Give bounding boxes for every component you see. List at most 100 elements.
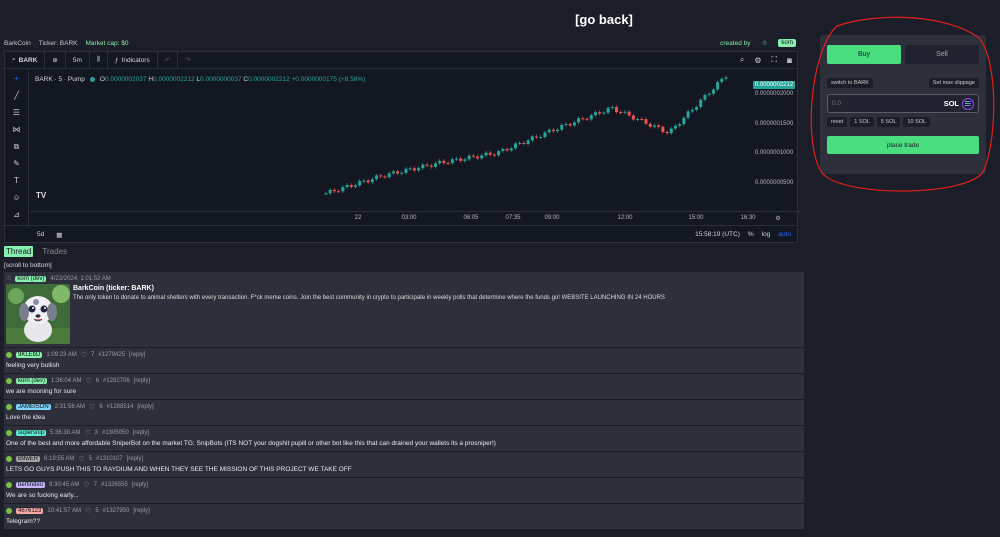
post-user[interactable]: B9wER [16, 456, 41, 462]
auto-toggle[interactable]: auto [778, 231, 791, 238]
creator-link[interactable]: korn [778, 39, 796, 47]
candle-body [383, 176, 387, 178]
trendline-icon[interactable]: ╱ [14, 91, 19, 100]
candle-body [505, 148, 509, 151]
brush-icon[interactable]: ✎ [13, 159, 20, 168]
candle-body [678, 124, 682, 126]
candle-body [703, 94, 707, 100]
post-id: #1310107 [96, 456, 123, 462]
log-toggle[interactable]: log [761, 231, 771, 238]
preset-5-sol[interactable]: 5 SOL [876, 117, 901, 127]
original-post: ☃ korn (dev) 4/22/2024, 1:01:52 AM BarkC… [4, 272, 804, 347]
reply-link[interactable]: [reply] [133, 508, 150, 514]
scroll-to-bottom-link[interactable]: [scroll to bottom] [4, 262, 52, 269]
interval-button[interactable]: 5m [66, 52, 90, 68]
fullscreen-icon[interactable]: ⛶ [771, 55, 778, 64]
clock: 15:58:19 (UTC) [695, 231, 740, 238]
post-user[interactable]: 4676123 [16, 508, 44, 514]
preset-1-sol[interactable]: 1 SOL [850, 117, 874, 127]
place-trade-button[interactable]: place trade [827, 136, 979, 154]
search-icon: ⌕ [12, 56, 16, 63]
settings-icon[interactable]: ⚙ [754, 55, 762, 65]
post-id: #1326555 [101, 482, 128, 488]
heart-icon[interactable]: ♡ [89, 404, 96, 411]
post-time: 10:41:57 AM [47, 508, 82, 514]
chart-bottom-bar: 5d ▦ 15:58:19 (UTC) % log auto [5, 225, 797, 243]
sell-tab[interactable]: Sell [905, 45, 979, 64]
reply-link[interactable]: [reply] [132, 430, 150, 436]
reply-link[interactable]: [reply] [126, 456, 144, 462]
calendar-icon[interactable]: ▦ [56, 231, 63, 239]
candle-body [669, 128, 673, 134]
post-user[interactable]: supersnip [16, 430, 47, 436]
undo-button[interactable]: ↶ [158, 52, 179, 68]
price-tick: 0.0000001000 [754, 150, 794, 156]
candle-body [640, 119, 644, 121]
fib-icon[interactable]: ☰ [12, 108, 21, 117]
candle-plot[interactable] [30, 69, 750, 211]
percent-toggle[interactable]: % [747, 231, 754, 238]
avatar-icon [6, 456, 12, 462]
heart-icon[interactable]: ♡ [80, 352, 87, 359]
candle-body [358, 180, 362, 186]
symbol-search[interactable]: ⌕ BARK [5, 52, 46, 68]
post-user[interactable]: JAMEISON [16, 404, 51, 410]
amount-input[interactable] [832, 100, 944, 107]
heart-icon[interactable]: ♡ [83, 482, 90, 489]
preset-reset[interactable]: reset [827, 117, 848, 127]
time-tick: 03:00 [401, 215, 417, 221]
switch-token-button[interactable]: switch to BARK [827, 78, 873, 88]
crosshair-icon[interactable]: + [14, 74, 19, 83]
post-header: 4676123 10:41:57 AM ♡ 5 #1327950 [reply] [6, 507, 802, 515]
post-user[interactable]: 9KLEbD [16, 352, 43, 358]
zoom-icon[interactable]: ⌕ [739, 55, 745, 64]
camera-icon[interactable]: ◙ [787, 55, 792, 65]
time-tick: 15:00 [688, 215, 704, 221]
buy-tab[interactable]: Buy [827, 45, 901, 64]
measure-icon[interactable]: ⧉ [13, 141, 20, 151]
candle-body [324, 193, 328, 195]
range-button[interactable]: 5d [37, 230, 45, 238]
plus-circle-icon: ⊕ [52, 57, 58, 64]
indicators-button[interactable]: ƒ Indicators [108, 52, 158, 68]
time-settings-icon[interactable]: ⚙ [775, 216, 781, 222]
reply-link[interactable]: [reply] [133, 378, 151, 384]
post-user[interactable]: bertindeo [16, 482, 46, 488]
candle-body [535, 136, 539, 138]
ruler-icon[interactable]: ⊿ [13, 210, 20, 219]
post-user[interactable]: korn (dev) [16, 378, 48, 384]
reply-link[interactable]: [reply] [137, 404, 154, 410]
candle-body [370, 179, 374, 183]
preset-10-sol[interactable]: 10 SOL [903, 117, 931, 127]
heart-icon[interactable]: ♡ [78, 456, 85, 463]
post-time: 6:19:55 AM [44, 456, 75, 462]
price-chart[interactable]: ⌕ BARK ⊕ 5m ⫼ ƒ Indicators ↶ ↷ ⌕ ⚙ ⛶ ◙ +… [4, 51, 800, 243]
candle-type-button[interactable]: ⫼ [90, 52, 108, 68]
post-time: 9:30:45 AM [49, 482, 80, 488]
redo-button[interactable]: ↷ [185, 57, 191, 64]
heart-icon[interactable]: ♡ [84, 430, 91, 437]
text-icon[interactable]: T [14, 176, 19, 185]
time-tick: 22 [354, 215, 362, 221]
post-header: B9wER 6:19:55 AM ♡ 5 #1310107 [reply] [6, 455, 802, 463]
reply-link[interactable]: [reply] [129, 352, 146, 358]
post-id: #1288514 [106, 404, 134, 410]
time-tick: 06:05 [463, 215, 479, 221]
chart-toolbar: ⌕ BARK ⊕ 5m ⫼ ƒ Indicators ↶ ↷ ⌕ ⚙ ⛶ ◙ [5, 52, 797, 69]
ohlc-values: O0.0000002037 H0.0000002212 L0.000000003… [99, 76, 366, 83]
heart-icon[interactable]: ♡ [85, 378, 92, 385]
slippage-button[interactable]: Set max slippage [928, 78, 979, 88]
compare-button[interactable]: ⊕ [45, 52, 66, 68]
post-user[interactable]: korn (dev) [15, 275, 47, 282]
heart-icon[interactable]: ♡ [85, 508, 92, 515]
thread-post: supersnip 5:36:38 AM ♡ 3 #1305050 [reply] One … [4, 426, 804, 451]
go-back-link[interactable]: [go back] [575, 12, 633, 27]
pattern-icon[interactable]: ⋈ [12, 125, 21, 134]
thread-tabs: Thread Trades [4, 246, 69, 257]
candle-body [345, 185, 349, 187]
tab-thread[interactable]: Thread [4, 246, 34, 257]
reply-link[interactable]: [reply] [131, 482, 149, 488]
emoji-icon[interactable]: ☺ [12, 193, 21, 202]
post-body: One of the best and more affordable Snip… [6, 440, 496, 447]
tab-trades[interactable]: Trades [42, 247, 67, 256]
